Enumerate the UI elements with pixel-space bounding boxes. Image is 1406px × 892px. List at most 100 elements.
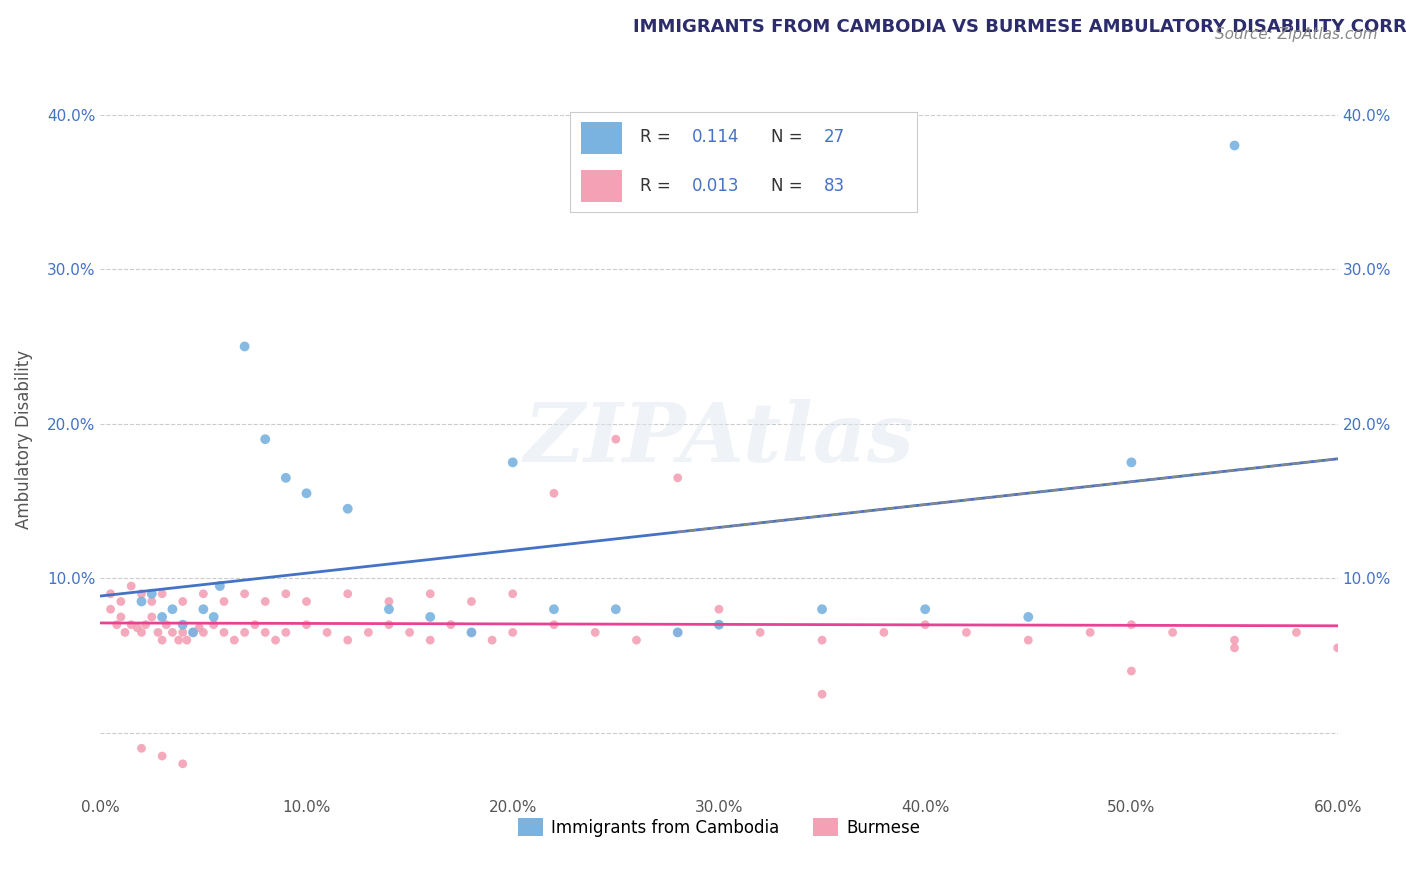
Point — [212, 594, 235, 608]
Point — [336, 501, 359, 516]
Point — [212, 625, 235, 640]
Point — [254, 432, 277, 446]
Point — [666, 625, 689, 640]
Point — [243, 617, 266, 632]
Point — [419, 587, 441, 601]
Legend: Immigrants from Cambodia, Burmese: Immigrants from Cambodia, Burmese — [512, 812, 927, 843]
Point — [749, 625, 772, 640]
Point — [543, 617, 565, 632]
Point — [626, 633, 648, 648]
Point — [150, 610, 173, 624]
Point — [127, 621, 149, 635]
Point — [233, 339, 256, 353]
Point — [131, 594, 153, 608]
Point — [543, 486, 565, 500]
Point — [172, 594, 194, 608]
Point — [233, 587, 256, 601]
Point — [172, 617, 194, 632]
Point — [460, 625, 482, 640]
Point — [131, 741, 153, 756]
Point — [1121, 617, 1143, 632]
Point — [666, 625, 689, 640]
Point — [1017, 610, 1039, 624]
Point — [502, 587, 524, 601]
Point — [543, 602, 565, 616]
Point — [224, 633, 246, 648]
Point — [110, 610, 132, 624]
Point — [254, 594, 277, 608]
Point — [1161, 625, 1184, 640]
Point — [114, 625, 136, 640]
Point — [100, 587, 122, 601]
Point — [378, 602, 401, 616]
Point — [914, 617, 936, 632]
Point — [955, 625, 977, 640]
Text: Source: ZipAtlas.com: Source: ZipAtlas.com — [1215, 27, 1378, 42]
Point — [378, 594, 401, 608]
Point — [707, 617, 730, 632]
Point — [481, 633, 503, 648]
Point — [295, 594, 318, 608]
Point — [172, 756, 194, 771]
Point — [172, 625, 194, 640]
Point — [193, 625, 215, 640]
Point — [264, 633, 287, 648]
Point — [274, 625, 297, 640]
Point — [150, 587, 173, 601]
Point — [181, 625, 204, 640]
Point — [1285, 625, 1308, 640]
Point — [914, 602, 936, 616]
Point — [120, 617, 142, 632]
Point — [707, 617, 730, 632]
Point — [419, 633, 441, 648]
Point — [295, 486, 318, 500]
Point — [873, 625, 896, 640]
Point — [188, 621, 211, 635]
Point — [233, 625, 256, 640]
Point — [336, 633, 359, 648]
Text: IMMIGRANTS FROM CAMBODIA VS BURMESE AMBULATORY DISABILITY CORRELATION CHART: IMMIGRANTS FROM CAMBODIA VS BURMESE AMBU… — [633, 18, 1406, 36]
Point — [1121, 455, 1143, 469]
Point — [274, 587, 297, 601]
Point — [398, 625, 420, 640]
Point — [120, 579, 142, 593]
Point — [131, 625, 153, 640]
Y-axis label: Ambulatory Disability: Ambulatory Disability — [15, 350, 32, 529]
Point — [167, 633, 190, 648]
Point — [605, 602, 627, 616]
Point — [162, 625, 184, 640]
Point — [707, 602, 730, 616]
Point — [502, 455, 524, 469]
Point — [1223, 633, 1246, 648]
Point — [811, 602, 834, 616]
Point — [811, 687, 834, 701]
Point — [141, 610, 163, 624]
Point — [583, 625, 606, 640]
Point — [1121, 664, 1143, 678]
Point — [181, 625, 204, 640]
Point — [1326, 640, 1348, 655]
Point — [440, 617, 463, 632]
Point — [460, 594, 482, 608]
Point — [100, 602, 122, 616]
Point — [378, 617, 401, 632]
Point — [811, 633, 834, 648]
Point — [135, 617, 157, 632]
Point — [336, 587, 359, 601]
Point — [131, 587, 153, 601]
Point — [150, 749, 173, 764]
Point — [316, 625, 339, 640]
Point — [193, 587, 215, 601]
Point — [110, 594, 132, 608]
Point — [419, 610, 441, 624]
Point — [193, 602, 215, 616]
Point — [502, 625, 524, 640]
Point — [1223, 138, 1246, 153]
Point — [1078, 625, 1101, 640]
Point — [202, 610, 225, 624]
Point — [254, 625, 277, 640]
Point — [141, 587, 163, 601]
Point — [605, 432, 627, 446]
Point — [274, 471, 297, 485]
Point — [162, 602, 184, 616]
